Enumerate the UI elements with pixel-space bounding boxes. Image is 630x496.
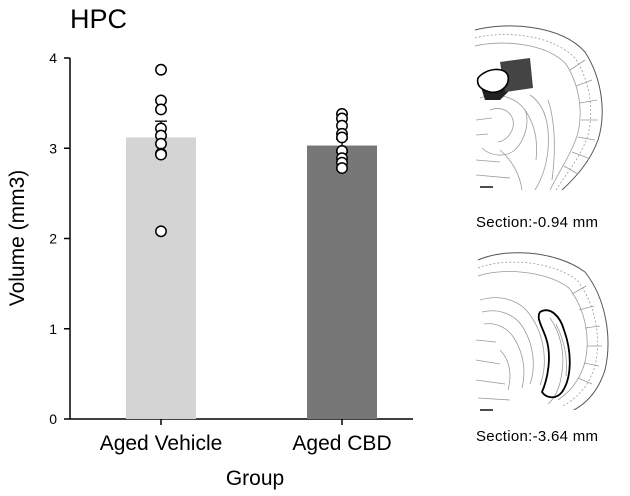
x-axis-title: Group <box>226 467 284 490</box>
bars <box>126 137 377 420</box>
data-point <box>336 162 348 175</box>
section-label-1: Section:-0.94 mm <box>476 214 598 231</box>
data-points <box>155 63 348 238</box>
data-point <box>155 63 167 76</box>
y-ticks: 0 1 2 3 4 <box>49 50 70 427</box>
y-tick-label: 1 <box>49 321 57 337</box>
data-point <box>155 103 167 116</box>
data-point <box>155 225 167 238</box>
y-tick-label: 2 <box>49 231 57 247</box>
y-axis-title: Volume (mm3) <box>6 170 29 307</box>
chart-title: HPC <box>70 4 127 34</box>
bar-2 <box>307 145 377 420</box>
y-tick-label: 0 <box>49 411 57 427</box>
y-tick-label: 3 <box>49 140 57 156</box>
coronal-brain-section-anterior-icon <box>474 25 603 190</box>
coronal-brain-section-posterior-icon <box>475 252 609 411</box>
x-tick-label: Aged Vehicle <box>100 432 223 455</box>
data-point <box>336 131 348 144</box>
data-point <box>155 148 167 161</box>
y-tick-label: 4 <box>49 50 57 66</box>
data-point <box>155 137 167 150</box>
bar-1 <box>126 137 196 420</box>
section-label-2: Section:-3.64 mm <box>476 428 598 445</box>
category-labels: Aged Vehicle Aged CBD <box>100 419 392 455</box>
x-tick-label: Aged CBD <box>292 432 391 455</box>
